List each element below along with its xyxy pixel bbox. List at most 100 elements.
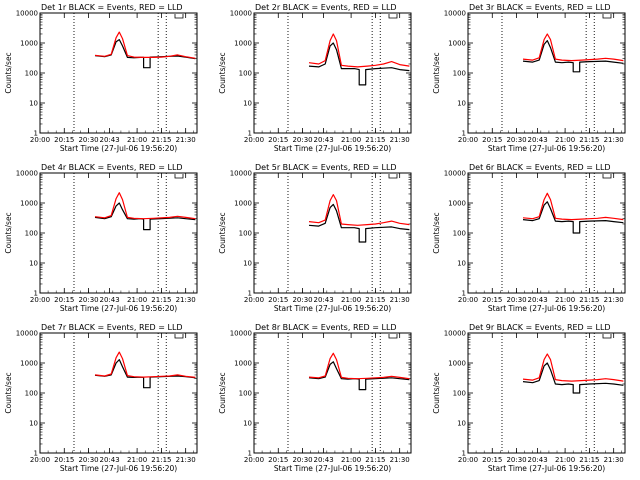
x-tick-label: 20:00 [458,136,478,144]
panel-8: Det 8r BLACK = Events, RED = LLD 1 10 100 10… [218,323,412,473]
series-line-red [94,192,196,220]
series-line-red [94,31,196,59]
x-tick-label: 20:00 [458,296,478,304]
y-axis-label: Counts/sec [218,212,227,253]
series-line-black [522,201,624,234]
y-tick-label: 1 [248,130,252,138]
x-tick-label: 21:00 [127,136,147,144]
x-tick-label: 20:00 [244,136,264,144]
x-axis-label: Start Time (27-Jul-06 19:56:20) [488,304,605,313]
x-tick-label: 20:00 [244,456,264,464]
y-tick-label: 10 [243,420,252,428]
legend-key-mark [388,174,398,179]
y-tick-label: 10000 [230,10,252,18]
x-tick-label: 20:15 [482,456,502,464]
x-tick-label: 21:00 [555,136,575,144]
x-tick-label: 20:00 [30,136,50,144]
series-line-black [522,362,624,394]
x-tick-label: 20:00 [244,296,264,304]
x-tick-label: 20:15 [482,296,502,304]
y-tick-label: 10000 [444,330,466,338]
panel-6: Det 6r BLACK = Events, RED = LLD 1 10 100 10… [432,163,626,313]
legend-key-mark [174,334,184,339]
legend-key-mark [174,14,184,19]
x-tick-label: 20:15 [54,296,74,304]
x-tick-label: 20:30 [292,136,312,144]
x-tick-label: 21:15 [151,456,171,464]
x-tick-label: 21:30 [604,456,624,464]
x-tick-label: 21:30 [604,296,624,304]
y-tick-label: 10 [243,260,252,268]
x-tick-label: 20:43 [314,456,334,464]
y-tick-label: 100 [25,70,38,78]
series-line-red [94,351,196,378]
y-tick-label: 10 [457,260,466,268]
x-axis-label: Start Time (27-Jul-06 19:56:20) [60,144,177,153]
x-tick-label: 20:15 [268,136,288,144]
x-tick-label: 21:15 [579,136,599,144]
y-tick-label: 10 [457,100,466,108]
y-tick-label: 1 [462,130,466,138]
y-tick-label: 100 [239,230,252,238]
plot-frame [39,332,198,454]
y-tick-label: 1000 [448,200,466,208]
x-tick-label: 21:30 [390,456,410,464]
y-axis-label: Counts/sec [218,52,227,93]
plot-frame [253,332,412,454]
x-tick-label: 21:30 [176,296,196,304]
x-tick-label: 20:43 [314,136,334,144]
series-line-red [522,192,624,221]
x-tick-label: 20:30 [78,456,98,464]
y-tick-label: 10000 [16,10,38,18]
x-tick-label: 21:15 [365,296,385,304]
y-axis-label: Counts/sec [4,52,13,93]
y-tick-label: 1000 [234,360,252,368]
x-tick-label: 20:15 [482,136,502,144]
x-tick-label: 20:43 [100,296,120,304]
series-line-red [308,194,410,226]
y-tick-label: 1 [34,290,38,298]
panel-title: Det 4r BLACK = Events, RED = LLD [41,163,183,172]
x-tick-label: 21:30 [390,296,410,304]
y-tick-label: 1000 [20,200,38,208]
y-tick-label: 1 [248,450,252,458]
x-tick-label: 20:43 [100,456,120,464]
series-line-black [522,39,624,73]
y-tick-label: 100 [453,230,466,238]
x-tick-label: 20:30 [506,456,526,464]
series-line-black [308,42,410,86]
panel-3: Det 3r BLACK = Events, RED = LLD 1 10 100 10… [432,3,626,153]
plot-frame [467,172,626,294]
x-tick-label: 21:00 [555,296,575,304]
y-tick-label: 1 [34,130,38,138]
y-axis-label: Counts/sec [4,212,13,253]
x-tick-label: 20:15 [268,456,288,464]
plot-frame [467,12,626,134]
x-tick-label: 20:43 [528,456,548,464]
y-axis-label: Counts/sec [4,372,13,413]
panel-9: Det 9r BLACK = Events, RED = LLD 1 10 100 10… [432,323,626,473]
x-tick-label: 21:00 [341,136,361,144]
panel-1: Det 1r BLACK = Events, RED = LLD 1 10 100 10… [4,3,198,153]
series-line-red [308,33,410,68]
panel-2: Det 2r BLACK = Events, RED = LLD 1 10 100 10… [218,3,412,153]
x-tick-label: 21:30 [176,136,196,144]
x-tick-label: 21:30 [176,456,196,464]
panel-title: Det 7r BLACK = Events, RED = LLD [41,323,183,332]
y-tick-label: 1000 [20,360,38,368]
x-tick-label: 21:15 [365,456,385,464]
x-tick-label: 20:43 [528,136,548,144]
x-axis-label: Start Time (27-Jul-06 19:56:20) [60,304,177,313]
y-tick-label: 10000 [16,330,38,338]
x-tick-label: 20:30 [292,456,312,464]
y-tick-label: 1000 [234,40,252,48]
series-line-black [94,359,196,389]
x-tick-label: 21:00 [341,296,361,304]
legend-key-mark [174,174,184,179]
x-tick-label: 21:15 [365,136,385,144]
panel-4: Det 4r BLACK = Events, RED = LLD 1 10 100 10… [4,163,198,313]
plot-frame [39,12,198,134]
x-axis-label: Start Time (27-Jul-06 19:56:20) [60,464,177,473]
x-tick-label: 20:43 [314,296,334,304]
panel-title: Det 3r BLACK = Events, RED = LLD [469,3,611,12]
